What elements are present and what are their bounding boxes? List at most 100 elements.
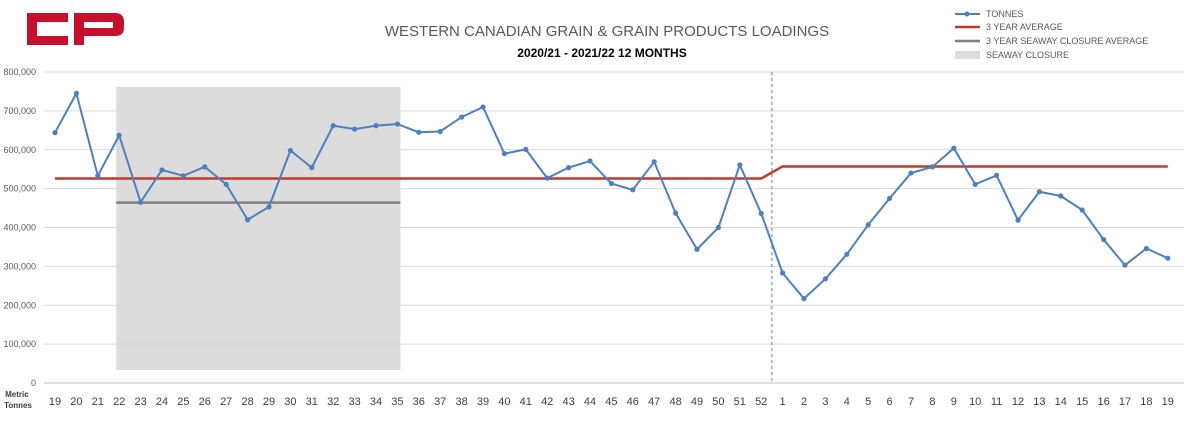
x-tick-label: 47	[648, 396, 660, 408]
tonnes-point	[180, 173, 186, 179]
x-tick-label: 43	[562, 396, 574, 408]
x-tick-label: 18	[1140, 396, 1152, 408]
legend-item-seaway-closure: SEAWAY CLOSURE	[955, 50, 1069, 60]
x-tick-label: 8	[929, 396, 935, 408]
tonnes-point	[416, 129, 422, 135]
x-tick-label: 49	[691, 396, 703, 408]
x-tick-label: 2	[801, 396, 807, 408]
y-tick-label: 300,000	[3, 261, 36, 271]
tonnes-point	[544, 175, 550, 181]
tonnes-point	[52, 130, 58, 136]
tonnes-point	[1122, 262, 1128, 268]
tonnes-point	[908, 170, 914, 176]
x-tick-label: 12	[1012, 396, 1024, 408]
tonnes-point	[1015, 217, 1021, 223]
x-tick-label: 1	[780, 396, 786, 408]
cp-logo-c	[27, 13, 68, 45]
tonnes-point	[587, 158, 593, 164]
tonnes-point	[352, 126, 358, 132]
legend-label-three-year-average: 3 YEAR AVERAGE	[986, 22, 1063, 32]
y-tick-label: 700,000	[3, 106, 36, 116]
x-tick-label: 37	[434, 396, 446, 408]
tonnes-point	[437, 128, 443, 135]
x-tick-label: 6	[887, 396, 893, 408]
x-tick-label: 42	[541, 396, 553, 408]
x-tick-label: 31	[306, 396, 318, 408]
tonnes-point	[138, 199, 144, 205]
tonnes-point	[116, 132, 122, 138]
cp-logo	[27, 13, 124, 45]
tonnes-point	[630, 187, 636, 193]
seaway-closure-rect	[116, 87, 401, 370]
tonnes-point	[480, 104, 486, 110]
tonnes-point	[780, 270, 786, 276]
tonnes-point	[394, 121, 400, 127]
tonnes-point	[287, 147, 293, 154]
cp-logo-p	[74, 13, 124, 45]
y-tick-label: 0	[31, 378, 36, 388]
legend-label-tonnes: TONNES	[986, 9, 1023, 19]
x-tick-label: 19	[49, 396, 61, 408]
y-axis-unit-label: Metric Tonnes	[4, 390, 32, 410]
x-tick-label: 36	[413, 396, 425, 408]
tonnes-point	[887, 195, 893, 201]
legend-item-seaway-closure-average: 3 YEAR SEAWAY CLOSURE AVERAGE	[955, 36, 1148, 46]
y-tick-label: 800,000	[3, 67, 36, 77]
x-tick-label: 52	[755, 396, 767, 408]
x-tick-label: 14	[1055, 396, 1067, 408]
tonnes-point	[1165, 255, 1171, 261]
tonnes-point	[822, 276, 829, 282]
average-lines	[55, 165, 1168, 204]
y-tick-label: 500,000	[3, 184, 36, 194]
legend: TONNES 3 YEAR AVERAGE 3 YEAR SEAWAY CLOS…	[955, 9, 1148, 60]
gridlines	[44, 71, 1184, 384]
x-tick-label: 39	[477, 396, 489, 408]
tonnes-point	[309, 165, 315, 171]
x-tick-label: 21	[92, 396, 104, 408]
x-tick-label: 45	[605, 396, 617, 408]
chart-title: WESTERN CANADIAN GRAIN & GRAIN PRODUCTS …	[385, 23, 829, 40]
x-tick-label: 44	[584, 396, 596, 408]
x-tick-label: 13	[1033, 396, 1045, 408]
y-axis-unit-line-1: Metric	[5, 390, 29, 399]
tonnes-point	[865, 222, 871, 228]
tonnes-point	[266, 204, 272, 210]
tonnes-point	[566, 165, 572, 171]
tonnes-point	[159, 167, 165, 173]
tonnes-point	[95, 173, 101, 179]
tonnes-point	[202, 164, 208, 170]
x-tick-label: 20	[70, 396, 82, 408]
tonnes-point	[373, 123, 379, 129]
legend-item-tonnes: TONNES	[955, 9, 1023, 19]
x-tick-label: 17	[1119, 396, 1131, 408]
x-tick-label: 29	[263, 396, 275, 408]
tonnes-point	[1058, 193, 1064, 199]
y-axis-unit-line-2: Tonnes	[4, 401, 32, 410]
y-tick-label: 100,000	[3, 339, 36, 349]
x-tick-label: 5	[865, 396, 871, 408]
tonnes-point	[715, 224, 722, 231]
tonnes-point	[501, 151, 507, 157]
x-tick-label: 19	[1162, 396, 1174, 408]
y-axis-ticks: 0 100,000 200,000 300,000 400,000 500,000 600,…	[3, 67, 36, 388]
legend-label-seaway-closure-average: 3 YEAR SEAWAY CLOSURE AVERAGE	[986, 36, 1148, 46]
x-tick-label: 27	[220, 396, 232, 408]
tonnes-point	[523, 146, 529, 152]
tonnes-point	[994, 172, 1000, 179]
tonnes-point	[972, 181, 978, 187]
x-tick-label: 33	[348, 396, 360, 408]
x-tick-label: 50	[712, 396, 724, 408]
x-tick-label: 24	[156, 396, 168, 408]
tonnes-point	[245, 217, 251, 223]
x-tick-label: 34	[370, 396, 382, 408]
chart-subtitle: 2020/21 - 2021/22 12 MONTHS	[517, 46, 686, 60]
tonnes-point	[951, 145, 957, 151]
x-tick-label: 32	[327, 396, 339, 408]
x-tick-label: 4	[844, 396, 850, 408]
x-tick-label: 7	[908, 396, 914, 408]
x-tick-label: 23	[134, 396, 146, 408]
tonnes-point	[758, 210, 764, 217]
x-tick-label: 46	[627, 396, 639, 408]
tonnes-point	[1036, 189, 1042, 195]
three-year-average-line	[55, 165, 1168, 180]
